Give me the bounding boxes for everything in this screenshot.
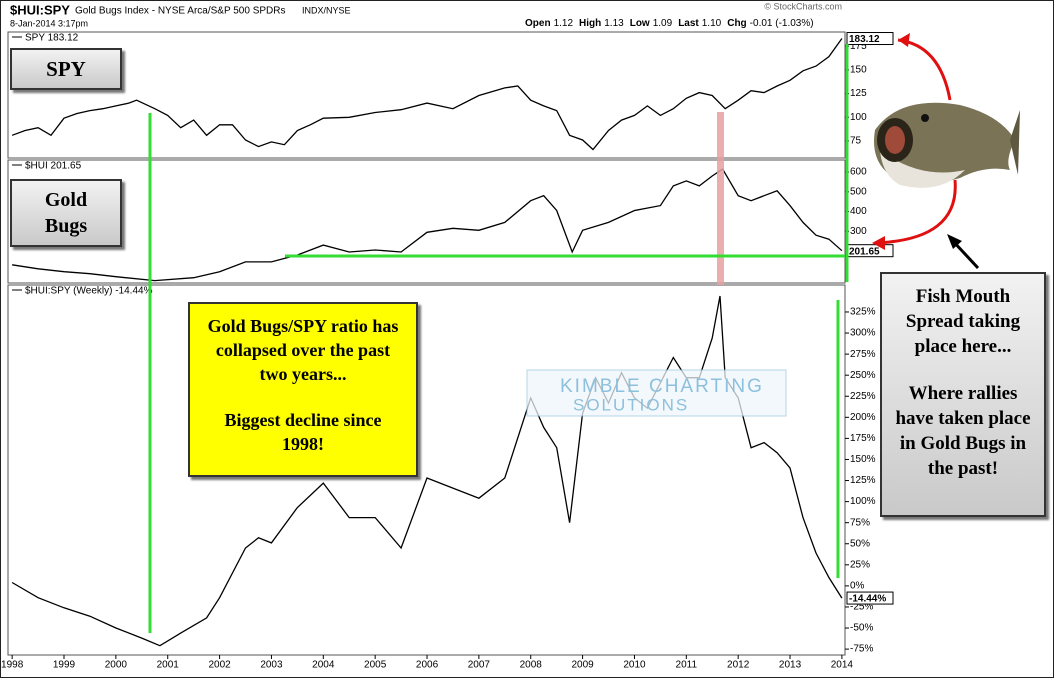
legend-label: SPY 183.12 [25,33,79,44]
last-value-label: 201.65 [849,246,880,257]
watermark: KIMBLE CHARTING [560,376,764,397]
note-text: Biggest decline since 1998! [224,410,382,454]
x-tick-label: 2004 [312,660,335,671]
y-tick-label: 150% [850,454,876,465]
x-tick-label: 1998 [1,660,24,671]
x-tick-label: 2001 [157,660,180,671]
quote-name: Open [525,18,551,29]
x-tick-label: 2014 [831,660,854,671]
red-arrow [898,33,910,47]
plots: 75 100 125 150 175 SPY 183.12 183.12 300 400 500 6… [1,31,894,671]
watermark: SOLUTIONS [573,395,689,414]
x-tick-label: 2000 [105,660,128,671]
x-tick-label: 2002 [208,660,231,671]
y-tick-label: 50% [850,538,870,549]
quote-name: Last [678,18,699,29]
y-tick-label: -75% [850,644,873,655]
red-arrow [897,38,952,101]
quote-name: High [579,18,601,29]
x-tick-label: 2006 [416,660,439,671]
y-tick-label: 0% [850,581,865,592]
red-arrow [874,179,957,245]
x-tick-label: 2013 [779,660,802,671]
x-tick-label: 2005 [364,660,387,671]
price-line [11,38,843,151]
price-line [11,295,843,647]
description: Gold Bugs Index - NYSE Arca/S&P 500 SPDR… [75,6,285,17]
y-tick-label: 175% [850,433,876,444]
x-tick-label: 2007 [468,660,491,671]
quote-name: Low [630,18,650,29]
watermark-box [526,369,787,417]
y-tick-label: 25% [850,559,870,570]
panel [7,31,846,159]
quote: Open 1.12 High 1.13 Low 1.09 Last 1.10 Chg -0.01 … [525,18,814,29]
y-tick-label: 250% [850,370,876,381]
yellow-note: Gold Bugs/SPY ratio has collapsed over t… [188,302,418,477]
y-tick-label: 125 [850,88,867,99]
note-text: Where rallies have taken place in Gold B… [895,383,1031,479]
quote-value: 1.12 [554,18,574,29]
y-tick-label: 100% [850,496,876,507]
y-tick-label: 500 [850,186,867,197]
date: 8-Jan-2014 3:17pm [10,18,88,28]
symbol: $HUI:SPY [10,2,70,17]
last-value-label: -14.44% [849,594,886,605]
quote-value: 1.09 [653,18,673,29]
last-value-label: 183.12 [849,34,880,45]
price-line [12,168,843,282]
y-tick-label: 150 [850,65,867,76]
legend-label: $HUI 201.65 [25,161,82,172]
y-tick-label: 600 [850,167,867,178]
y-tick-label: 100 [850,112,867,123]
y-tick-label: 300% [850,328,876,339]
legend-label: $HUI:SPY (Weekly) -14.44% [25,286,153,297]
red-arrow [872,236,885,250]
x-tick-label: 2011 [676,660,698,671]
y-tick-label: 400 [850,206,867,217]
quote-value: 1.13 [604,18,624,29]
y-tick-label: -25% [850,602,873,613]
x-tick-label: 2012 [727,660,750,671]
quote-name: Chg [727,18,746,29]
last-value-box [846,32,894,46]
fish-image [874,102,1020,188]
x-tick-label: 2008 [520,660,543,671]
y-tick-label: 125% [850,475,876,486]
highlight-band [717,112,724,285]
quote-value: -0.01 (-1.03%) [750,18,814,29]
note-text: Gold Bugs/SPY ratio has collapsed over t… [207,316,399,384]
gray-note: Fish Mouth Spread taking place here... W… [880,272,1046,517]
y-tick-label: -50% [850,623,873,634]
panel [7,159,846,284]
y-tick-label: 175 [850,41,867,52]
y-tick-label: 275% [850,349,876,360]
y-tick-label: 225% [850,391,876,402]
y-tick-label: 300 [850,226,867,237]
black-arrow [947,234,962,249]
y-tick-label: 200% [850,412,876,423]
credit: © StockCharts.com [764,1,842,11]
y-tick-label: 75% [850,517,870,528]
spy-label: SPY [10,48,122,90]
gold-label: Gold Bugs [10,179,122,247]
quote-value: 1.10 [702,18,722,29]
x-tick-label: 1999 [53,660,76,671]
note-text: Fish Mouth Spread taking place here... [905,286,1021,357]
x-tick-label: 2003 [260,660,283,671]
last-value-box [846,591,894,605]
x-tick-label: 2009 [571,660,594,671]
y-tick-label: 75 [850,136,862,147]
y-tick-label: 325% [850,307,876,318]
x-tick-label: 2010 [623,660,646,671]
panel [7,284,846,656]
exchange: INDX/NYSE [302,5,351,15]
